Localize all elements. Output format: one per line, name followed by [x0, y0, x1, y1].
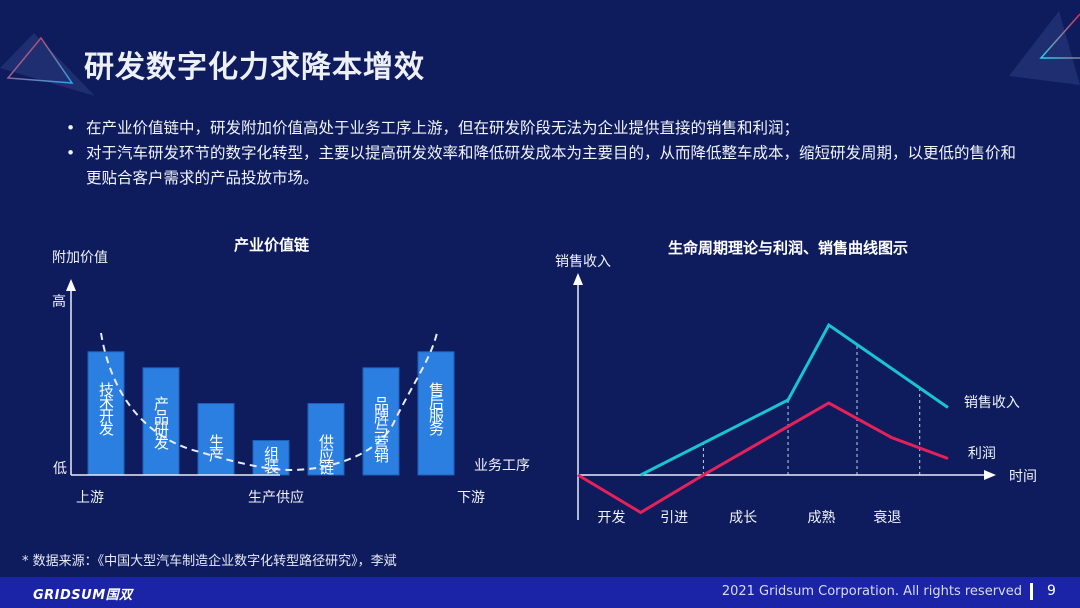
value-chain-xlabel: 业务工序 — [474, 458, 530, 474]
lifecycle-ylabel: 销售收入 — [555, 254, 611, 270]
lifecycle-chart — [573, 273, 996, 520]
value-chain-x-tick: 上游 — [76, 490, 104, 506]
series-label: 利润 — [967, 445, 996, 462]
bar-售后服务 — [417, 351, 455, 476]
value-chain-chart — [66, 279, 455, 476]
lifecycle-xlabel: 时间 — [1009, 469, 1037, 485]
value-chain-y-low: 低 — [53, 461, 67, 477]
value-chain-y-high: 高 — [52, 294, 66, 310]
page-title: 研发数字化力求降本增效 — [84, 50, 425, 85]
series-label: 销售收入 — [963, 394, 1020, 411]
bar-label: 供应链 — [317, 433, 335, 473]
lifecycle-x-arrow-icon — [984, 470, 996, 480]
bullet-item: 在产业价值链中，研发附加价值高处于业务工序上游，但在研发阶段无法为企业提供直接的… — [66, 116, 1026, 141]
bar-品牌与营销 — [362, 367, 400, 476]
gridsum-logo: GRIDSUM国双 — [33, 588, 133, 603]
value-chain-title: 产业价值链 — [234, 236, 310, 254]
bullet-item: 对于汽车研发环节的数字化转型，主要以提高研发效率和降低研发成本为主要目的，从而降… — [66, 141, 1026, 191]
value-chain-y-arrow-icon — [66, 279, 76, 291]
right-triangle-outline — [1039, 13, 1080, 59]
lifecycle-y-arrow-icon — [573, 273, 583, 285]
copyright-text: 2021 Gridsum Corporation. All rights res… — [721, 584, 1022, 599]
bar-label: 产品研发 — [152, 395, 170, 448]
phase-label: 引进 — [660, 510, 689, 526]
value-chain-x-tick: 下游 — [457, 490, 485, 506]
footer-bar: GRIDSUM国双 2021 Gridsum Corporation. All … — [0, 577, 1080, 608]
phase-label: 开发 — [597, 510, 626, 526]
value-chain-ylabel: 附加价值 — [52, 250, 108, 266]
series-line-sales — [640, 322, 949, 477]
series-line-profit — [577, 401, 949, 515]
footer-divider — [1030, 583, 1033, 600]
bar-label: 组装 — [262, 446, 280, 473]
page-number: 9 — [1047, 583, 1056, 599]
phase-label: 衰退 — [873, 510, 902, 526]
value-chain-x-tick: 生产供应 — [248, 490, 304, 506]
bar-label: 生产 — [207, 433, 225, 460]
decorative-triangles — [0, 11, 1080, 96]
bar-label: 技术开发 — [97, 381, 115, 434]
bar-生产 — [197, 403, 235, 476]
lifecycle-title: 生命周期理论与利润、销售曲线图示 — [668, 239, 909, 257]
bar-组装 — [252, 439, 290, 476]
bar-label: 品牌与营销 — [372, 395, 390, 461]
value-chain-trend-curve — [100, 332, 438, 472]
bar-产品研发 — [142, 367, 180, 476]
right-triangle-shade — [1009, 11, 1080, 85]
left-triangle-outline — [6, 36, 74, 84]
bar-label: 售后服务 — [427, 381, 445, 434]
left-triangle-shade — [0, 33, 95, 96]
data-source-note: * 数据来源：《中国大型汽车制造企业数字化转型路径研究》，李斌 — [22, 554, 397, 569]
phase-label: 成长 — [729, 510, 758, 526]
bullet-list: 在产业价值链中，研发附加价值高处于业务工序上游，但在研发阶段无法为企业提供直接的… — [66, 116, 1026, 191]
phase-label: 成熟 — [807, 510, 836, 526]
